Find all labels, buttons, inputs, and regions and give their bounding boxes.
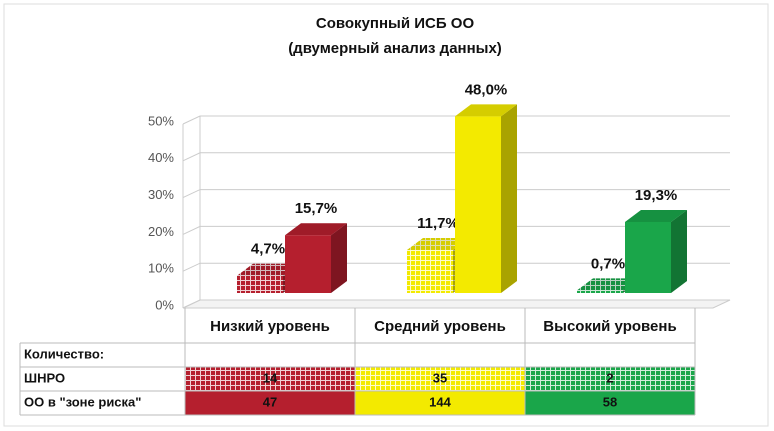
bar-top (577, 278, 639, 291)
bar-shade (671, 209, 687, 293)
y-tick-label: 0% (155, 297, 174, 312)
value-label: 48,0% (465, 81, 508, 98)
value-label: 15,7% (295, 200, 338, 217)
bar-shade (501, 104, 517, 293)
bar-side (501, 104, 517, 293)
table-count: 2 (606, 370, 613, 385)
value-label: 19,3% (635, 187, 678, 204)
chart-title: Совокупный ИСБ ОО (316, 15, 475, 32)
y-tick-label: 30% (148, 187, 174, 202)
bar (407, 249, 453, 293)
grid-line (182, 115, 730, 125)
frame (3, 3, 769, 427)
bar-top (625, 209, 687, 222)
bar (577, 290, 623, 293)
table-count: 144 (429, 394, 451, 409)
table-count: 35 (433, 370, 447, 385)
bar (285, 235, 331, 293)
bar (625, 221, 671, 293)
table-cell (525, 391, 695, 415)
table-count: 47 (263, 394, 277, 409)
grid-line (182, 225, 730, 235)
bar-shade (625, 209, 687, 222)
bar-shade (577, 278, 639, 291)
grid-line (182, 189, 730, 199)
y-tick-label: 20% (148, 224, 174, 239)
bar-shade (455, 104, 517, 117)
bar-top (455, 104, 517, 117)
table-label: Количество: (24, 346, 104, 361)
bar-shade (285, 223, 347, 236)
bar-side (331, 223, 347, 293)
grid-line (182, 152, 730, 162)
table-count: 58 (603, 394, 617, 409)
x-tick-label: Высокий уровень (543, 318, 676, 335)
floor (182, 299, 731, 309)
table-cell (355, 367, 525, 391)
bar-shade (407, 237, 469, 250)
grid-line (182, 262, 730, 272)
x-tick-label: Низкий уровень (210, 318, 330, 335)
value-label: 11,7% (417, 215, 459, 232)
value-label: 0,7% (591, 255, 625, 272)
value-label: 4,7% (251, 241, 285, 258)
y-tick-label: 10% (148, 261, 174, 276)
table-row-name: ОО в "зоне риска" (24, 394, 141, 409)
table-cell (185, 367, 355, 391)
y-tick-label: 40% (148, 150, 174, 165)
bar (237, 275, 283, 293)
table-cell (525, 367, 695, 391)
table-row-name: ШНРО (24, 370, 65, 385)
bar-top (285, 223, 347, 236)
x-tick-label: Средний уровень (374, 318, 506, 335)
table-cell (185, 391, 355, 415)
bar-top (407, 237, 469, 250)
table-cell (355, 391, 525, 415)
bar (455, 116, 501, 293)
table-count: 14 (263, 370, 278, 385)
bar-shade (331, 223, 347, 293)
bar-side (671, 209, 687, 293)
y-tick-label: 50% (148, 113, 174, 128)
grid-line (182, 299, 730, 309)
chart-subtitle: (двумерный анализ данных) (288, 40, 502, 57)
bar-top (237, 263, 299, 276)
bar-shade (237, 263, 299, 276)
